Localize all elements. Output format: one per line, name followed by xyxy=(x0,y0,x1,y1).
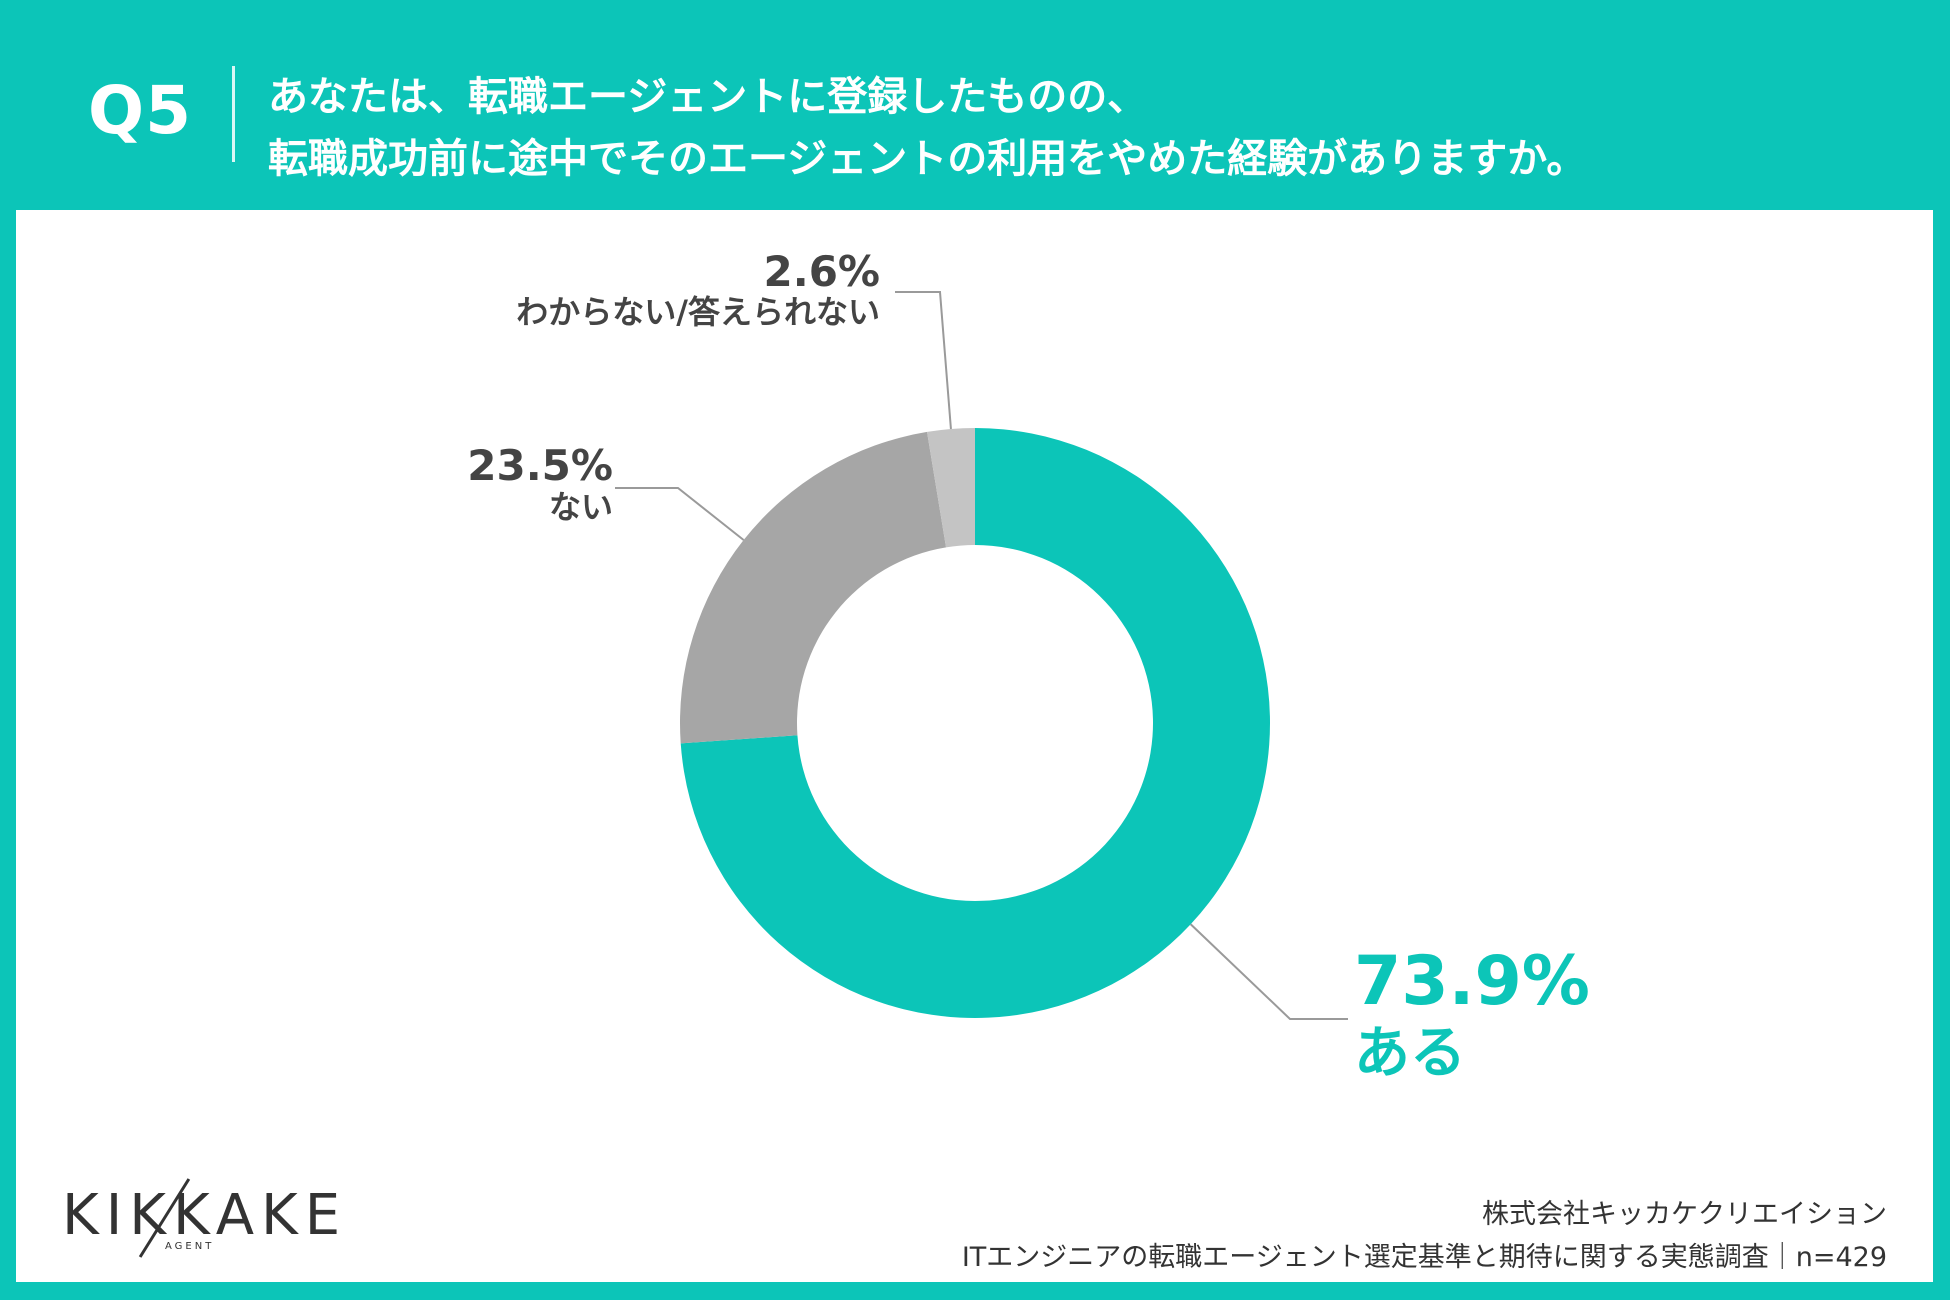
chart-panel xyxy=(16,210,1933,1282)
header: Q5 あなたは、転職エージェントに登録したものの、 転職成功前に途中でそのエージ… xyxy=(0,0,1950,210)
donut-slice-unknown xyxy=(927,428,975,548)
kikkake-logo: KIKKAKE xyxy=(62,1183,348,1248)
leader-line-no xyxy=(615,487,745,541)
donut-slice-no xyxy=(680,431,947,744)
value-label-no: 23.5% xyxy=(467,441,613,490)
category-label-yes: ある xyxy=(1354,1021,1466,1086)
leader-line-unknown xyxy=(895,291,952,430)
donut-slice-yes xyxy=(680,428,1270,1019)
donut-slices xyxy=(680,428,1270,1019)
question-line-2: 転職成功前に途中でそのエージェントの利用をやめた経験がありますか。 xyxy=(268,136,1587,182)
value-label-yes: 73.9% xyxy=(1354,942,1590,1021)
header-divider xyxy=(232,66,235,162)
category-label-no: ない xyxy=(549,488,613,526)
value-label-unknown: 2.6% xyxy=(764,247,880,296)
footer-survey: ITエンジニアの転職エージェント選定基準と期待に関する実態調査｜n=429 xyxy=(961,1242,1887,1273)
footer-company: 株式会社キッカケクリエイション xyxy=(1482,1199,1887,1230)
category-label-unknown: わからない/答えられない xyxy=(516,293,880,331)
leader-line-yes xyxy=(1189,923,1348,1020)
question-line-1: あなたは、転職エージェントに登録したものの、 xyxy=(268,74,1148,120)
question-number: Q5 xyxy=(88,72,193,149)
logo-subtitle: AGENT xyxy=(165,1241,215,1252)
leader-lines xyxy=(615,291,1348,1020)
question-text: あなたは、転職エージェントに登録したものの、 転職成功前に途中でそのエージェント… xyxy=(268,66,1586,190)
